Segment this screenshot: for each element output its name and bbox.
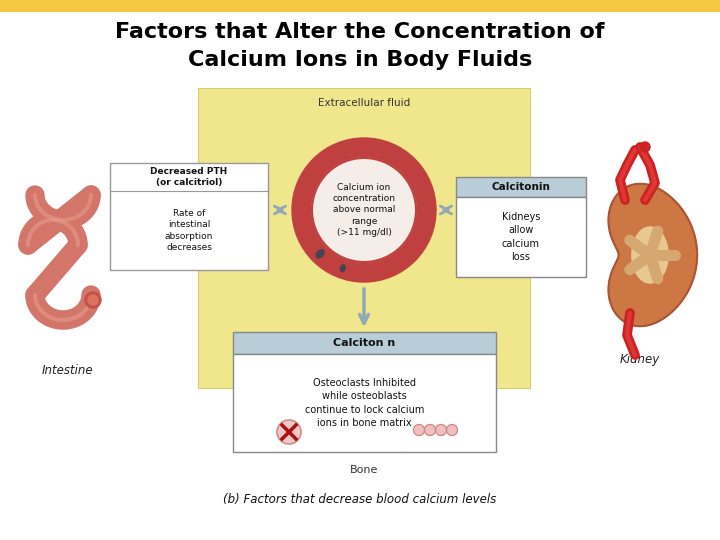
Text: Kidney: Kidney: [620, 354, 660, 367]
Circle shape: [413, 424, 425, 435]
Bar: [198, 88, 530, 388]
Text: Rate of
intestinal
absorption
decreases: Rate of intestinal absorption decreases: [165, 210, 213, 252]
Circle shape: [277, 420, 301, 444]
Text: Osteoclasts Inhibited
while osteoblasts
continue to lock calcium
ions in bone ma: Osteoclasts Inhibited while osteoblasts …: [305, 378, 424, 428]
Circle shape: [425, 424, 436, 435]
Circle shape: [85, 292, 101, 308]
Circle shape: [640, 142, 650, 152]
Circle shape: [446, 424, 457, 435]
Bar: [233, 354, 496, 452]
Text: Calcium Ions in Body Fluids: Calcium Ions in Body Fluids: [188, 50, 532, 70]
Ellipse shape: [316, 249, 324, 258]
Circle shape: [88, 295, 98, 305]
Text: Extracellular fluid: Extracellular fluid: [318, 98, 410, 108]
Ellipse shape: [425, 413, 463, 451]
Ellipse shape: [341, 265, 345, 272]
Bar: [0, 0, 720, 12]
Polygon shape: [632, 227, 668, 283]
Text: Bone: Bone: [350, 465, 378, 475]
Text: Calcitonin: Calcitonin: [492, 182, 550, 192]
Ellipse shape: [265, 413, 303, 451]
Polygon shape: [608, 184, 697, 326]
Bar: [456, 197, 586, 277]
Circle shape: [436, 424, 446, 435]
Bar: [110, 163, 268, 270]
Text: Intestine: Intestine: [42, 363, 94, 376]
Circle shape: [312, 158, 416, 262]
Text: Decreased PTH
(or calcitriol): Decreased PTH (or calcitriol): [150, 167, 228, 187]
Text: Factors that Alter the Concentration of: Factors that Alter the Concentration of: [115, 22, 605, 42]
FancyBboxPatch shape: [281, 415, 447, 449]
Text: Calciton n: Calciton n: [333, 338, 395, 348]
Text: Calcium ion
concentration
above normal
range
(>11 mg/dl): Calcium ion concentration above normal r…: [333, 183, 395, 237]
Circle shape: [292, 138, 436, 282]
Text: Kidneys
allow
calcium
loss: Kidneys allow calcium loss: [502, 212, 540, 262]
Text: (b) Factors that decrease blood calcium levels: (b) Factors that decrease blood calcium …: [223, 494, 497, 507]
Bar: [456, 177, 586, 197]
Bar: [233, 332, 496, 354]
